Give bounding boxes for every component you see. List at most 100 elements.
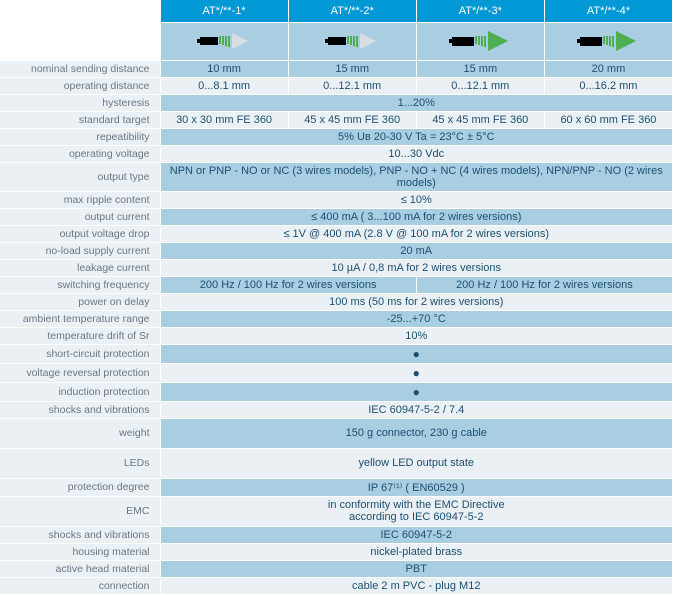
data-cell: 15 mm [416, 60, 544, 77]
row-label: leakage current [0, 259, 160, 276]
data-cell: 45 x 45 mm FE 360 [416, 111, 544, 128]
row-label: standard target [0, 111, 160, 128]
sensor-icon-cell [160, 22, 288, 60]
data-cell: 0...12.1 mm [288, 77, 416, 94]
data-cell: yellow LED output state [160, 448, 673, 478]
sensor-icon [200, 33, 248, 49]
data-cell: ● [160, 363, 673, 382]
row-label: output current [0, 208, 160, 225]
table-row: weight150 g connector, 230 g cable [0, 418, 673, 448]
table-row: housing materialnickel-plated brass [0, 543, 673, 560]
row-label: output type [0, 162, 160, 191]
table-row: hysteresis1...20% [0, 94, 673, 111]
table-row: nominal sending distance10 mm15 mm15 mm2… [0, 60, 673, 77]
row-label: EMC [0, 496, 160, 526]
table-row: ambient temperature range-25...+70 °C [0, 310, 673, 327]
table-row: switching frequency200 Hz / 100 Hz for 2… [0, 276, 673, 293]
table-row: output voltage drop≤ 1V @ 400 mA (2.8 V … [0, 225, 673, 242]
data-cell: 10% [160, 327, 673, 344]
row-label: nominal sending distance [0, 60, 160, 77]
table-body: nominal sending distance10 mm15 mm15 mm2… [0, 60, 673, 594]
table-row: operating voltage10...30 Vdc [0, 145, 673, 162]
row-label: weight [0, 418, 160, 448]
icon-row [0, 22, 673, 60]
row-label: shocks and vibrations [0, 401, 160, 418]
data-cell: 5% Uʙ 20-30 V Ta = 23°C ± 5°C [160, 128, 673, 145]
row-label: protection degree [0, 478, 160, 496]
header-row: AT*/**-1* AT*/**-2* AT*/**-3* AT*/**-4* [0, 0, 673, 22]
data-cell: 20 mm [544, 60, 672, 77]
table-row: power on delay100 ms (50 ms for 2 wires … [0, 293, 673, 310]
table-row: output typeNPN or PNP - NO or NC (3 wire… [0, 162, 673, 191]
data-cell: cable 2 m PVC - plug M12 [160, 577, 673, 594]
data-cell: nickel-plated brass [160, 543, 673, 560]
table-row: voltage reversal protection● [0, 363, 673, 382]
data-cell: ≤ 1V @ 400 mA (2.8 V @ 100 mA for 2 wire… [160, 225, 673, 242]
table-row: active head materialPBT [0, 560, 673, 577]
data-cell: IEC 60947-5-2 / 7.4 [160, 401, 673, 418]
data-cell: 200 Hz / 100 Hz for 2 wires versions [160, 276, 416, 293]
table-row: temperature drift of Sr10% [0, 327, 673, 344]
row-label: shocks and vibrations [0, 526, 160, 543]
data-cell: 150 g connector, 230 g cable [160, 418, 673, 448]
data-cell: in conformity with the EMC Directiveacco… [160, 496, 673, 526]
sensor-icon [452, 31, 508, 51]
table-row: induction protection● [0, 382, 673, 401]
table-row: repeatibility5% Uʙ 20-30 V Ta = 23°C ± 5… [0, 128, 673, 145]
data-cell: 15 mm [288, 60, 416, 77]
row-label: ambient temperature range [0, 310, 160, 327]
data-cell: ≤ 10% [160, 191, 673, 208]
data-cell: 0...12.1 mm [416, 77, 544, 94]
row-label: LEDs [0, 448, 160, 478]
data-cell: ● [160, 382, 673, 401]
sensor-icon-cell [416, 22, 544, 60]
data-cell: 10...30 Vdc [160, 145, 673, 162]
header-cell: AT*/**-1* [160, 0, 288, 22]
table-row: output current≤ 400 mA ( 3...100 mA for … [0, 208, 673, 225]
row-label: no-load supply current [0, 242, 160, 259]
spec-table: AT*/**-1* AT*/**-2* AT*/**-3* AT*/**-4* … [0, 0, 673, 595]
data-cell: 45 x 45 mm FE 360 [288, 111, 416, 128]
table-row: connectioncable 2 m PVC - plug M12 [0, 577, 673, 594]
row-label: connection [0, 577, 160, 594]
data-cell: IEC 60947-5-2 [160, 526, 673, 543]
data-cell: 20 mA [160, 242, 673, 259]
data-cell: 10 mm [160, 60, 288, 77]
data-cell: NPN or PNP - NO or NC (3 wires models), … [160, 162, 673, 191]
table-row: protection degreeIP 67⁽¹⁾ ( EN60529 ) [0, 478, 673, 496]
header-cell: AT*/**-4* [544, 0, 672, 22]
table-row: short-circuit protection● [0, 344, 673, 363]
table-row: no-load supply current20 mA [0, 242, 673, 259]
row-label: switching frequency [0, 276, 160, 293]
header-blank [0, 0, 160, 22]
data-cell: 0...8.1 mm [160, 77, 288, 94]
data-cell: PBT [160, 560, 673, 577]
row-label: active head material [0, 560, 160, 577]
row-label: power on delay [0, 293, 160, 310]
header-cell: AT*/**-2* [288, 0, 416, 22]
row-label: repeatibility [0, 128, 160, 145]
table-row: max ripple content≤ 10% [0, 191, 673, 208]
header-cell: AT*/**-3* [416, 0, 544, 22]
data-cell: 0...16.2 mm [544, 77, 672, 94]
data-cell: 10 µA / 0,8 mA for 2 wires versions [160, 259, 673, 276]
sensor-icon-cell [288, 22, 416, 60]
data-cell: -25...+70 °C [160, 310, 673, 327]
data-cell: 30 x 30 mm FE 360 [160, 111, 288, 128]
data-cell: ● [160, 344, 673, 363]
data-cell: 60 x 60 mm FE 360 [544, 111, 672, 128]
data-cell: 100 ms (50 ms for 2 wires versions) [160, 293, 673, 310]
row-label: induction protection [0, 382, 160, 401]
row-label: output voltage drop [0, 225, 160, 242]
row-label: max ripple content [0, 191, 160, 208]
row-label: hysteresis [0, 94, 160, 111]
table-row: operating distance0...8.1 mm0...12.1 mm0… [0, 77, 673, 94]
sensor-icon [328, 33, 376, 49]
table-row: leakage current10 µA / 0,8 mA for 2 wire… [0, 259, 673, 276]
table-row: standard target30 x 30 mm FE 36045 x 45 … [0, 111, 673, 128]
row-label: temperature drift of Sr [0, 327, 160, 344]
row-label: operating distance [0, 77, 160, 94]
table-row: LEDsyellow LED output state [0, 448, 673, 478]
row-label: short-circuit protection [0, 344, 160, 363]
data-cell: 1...20% [160, 94, 673, 111]
